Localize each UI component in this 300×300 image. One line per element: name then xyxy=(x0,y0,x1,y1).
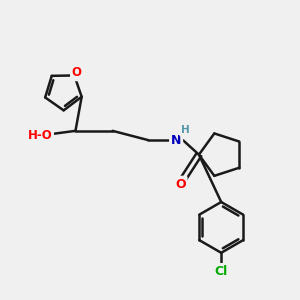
Text: O: O xyxy=(175,178,186,190)
Text: H-O: H-O xyxy=(28,129,52,142)
Text: O: O xyxy=(72,67,82,80)
Text: N: N xyxy=(171,134,181,147)
Text: H: H xyxy=(181,125,190,135)
Text: Cl: Cl xyxy=(214,265,228,278)
